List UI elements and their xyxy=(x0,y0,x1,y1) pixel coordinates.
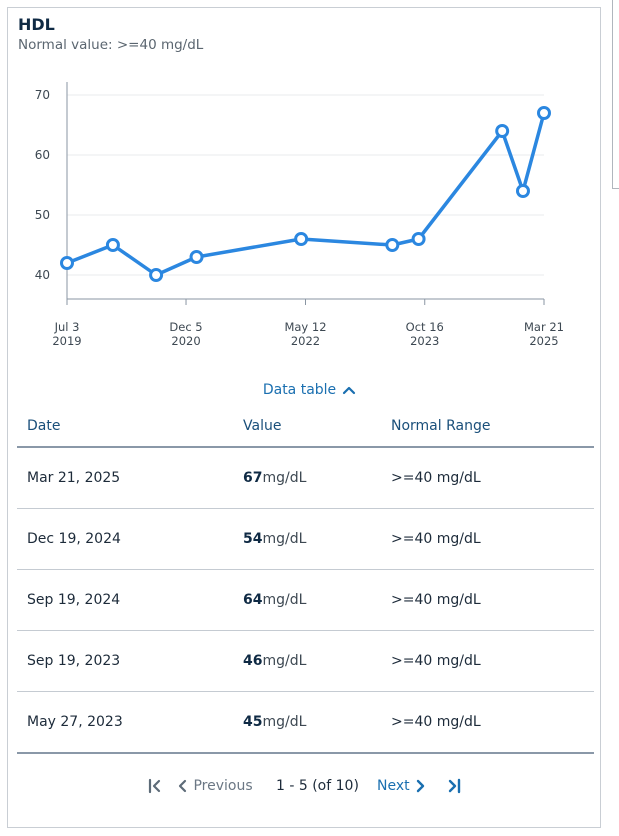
table-row: Mar 21, 2025 67mg/dL >=40 mg/dL xyxy=(17,448,594,509)
row-date: Dec 19, 2024 xyxy=(27,531,121,547)
pagination: Previous 1 - 5 (of 10) Next xyxy=(0,776,619,800)
x-tick-label: Jul 3 xyxy=(54,320,80,334)
data-point xyxy=(495,124,510,138)
previous-page-button[interactable]: Previous xyxy=(177,778,253,794)
row-value: 46mg/dL xyxy=(243,653,306,669)
row-value-unit: mg/dL xyxy=(262,714,307,730)
data-point xyxy=(189,250,204,264)
row-value-number: 67 xyxy=(243,470,263,486)
row-value-number: 64 xyxy=(243,592,263,608)
column-header-value: Value xyxy=(243,418,282,434)
data-point xyxy=(537,106,551,120)
x-tick-year-label: 2025 xyxy=(529,334,558,348)
last-page-button[interactable] xyxy=(446,778,462,794)
row-value-number: 46 xyxy=(243,653,263,669)
row-date: May 27, 2023 xyxy=(27,714,123,730)
row-value-number: 45 xyxy=(243,714,263,730)
row-normal-range: >=40 mg/dL xyxy=(391,470,481,486)
row-value-unit: mg/dL xyxy=(262,531,307,547)
table-body: Mar 21, 2025 67mg/dL >=40 mg/dL Dec 19, 202… xyxy=(17,448,594,754)
row-value-number: 54 xyxy=(243,531,263,547)
data-point xyxy=(60,256,74,270)
table-header: Date Value Normal Range xyxy=(17,410,594,448)
data-point xyxy=(149,268,164,282)
chevron-up-icon xyxy=(343,386,356,395)
data-point xyxy=(105,238,120,252)
first-page-icon xyxy=(148,778,161,794)
first-page-button[interactable] xyxy=(147,778,163,794)
x-tick-label: May 12 xyxy=(284,320,326,334)
last-page-icon xyxy=(448,778,461,794)
x-tick-label: Dec 5 xyxy=(169,320,202,334)
row-date: Sep 19, 2024 xyxy=(27,592,121,608)
page-info: 1 - 5 (of 10) xyxy=(276,778,359,794)
data-table: Date Value Normal Range Mar 21, 2025 67mg… xyxy=(17,410,594,754)
table-row: Sep 19, 2023 46mg/dL >=40 mg/dL xyxy=(17,631,594,692)
chevron-left-icon xyxy=(178,779,187,793)
y-tick-label: 40 xyxy=(35,268,50,282)
table-row: Dec 19, 2024 54mg/dL >=40 mg/dL xyxy=(17,509,594,570)
data-table-toggle[interactable]: Data table xyxy=(0,382,619,398)
y-tick-label: 70 xyxy=(35,88,50,102)
row-value: 45mg/dL xyxy=(243,714,306,730)
series-line xyxy=(66,112,546,277)
x-tick-year-label: 2023 xyxy=(410,334,439,348)
row-normal-range: >=40 mg/dL xyxy=(391,531,481,547)
row-date: Sep 19, 2023 xyxy=(27,653,121,669)
row-normal-range: >=40 mg/dL xyxy=(391,714,481,730)
adjacent-panel-edge xyxy=(612,0,619,189)
y-tick-label: 50 xyxy=(35,208,50,222)
next-page-button[interactable]: Next xyxy=(377,778,426,794)
table-row: Sep 19, 2024 64mg/dL >=40 mg/dL xyxy=(17,570,594,631)
normal-value-subtitle: Normal value: >=40 mg/dL xyxy=(18,37,204,53)
row-value: 64mg/dL xyxy=(243,592,306,608)
x-tick-label: Mar 21 xyxy=(524,320,564,334)
row-normal-range: >=40 mg/dL xyxy=(391,653,481,669)
previous-label: Previous xyxy=(193,778,253,794)
x-tick-year-label: 2022 xyxy=(291,334,320,348)
data-point xyxy=(515,184,530,198)
x-tick-year-label: 2020 xyxy=(171,334,200,348)
row-date: Mar 21, 2025 xyxy=(27,470,121,486)
row-value: 54mg/dL xyxy=(243,531,306,547)
data-table-toggle-label: Data table xyxy=(262,382,337,398)
column-header-normal-range: Normal Range xyxy=(391,418,491,434)
data-point xyxy=(385,238,400,252)
row-value: 67mg/dL xyxy=(243,470,306,486)
row-value-unit: mg/dL xyxy=(262,592,307,608)
chevron-right-icon xyxy=(416,779,425,793)
row-value-unit: mg/dL xyxy=(262,653,307,669)
row-value-unit: mg/dL xyxy=(262,470,307,486)
table-row: May 27, 2023 45mg/dL >=40 mg/dL xyxy=(17,692,594,754)
y-tick-label: 60 xyxy=(35,148,50,162)
row-normal-range: >=40 mg/dL xyxy=(391,592,481,608)
data-point xyxy=(411,232,426,246)
column-header-date: Date xyxy=(27,418,61,434)
data-point xyxy=(294,232,309,246)
x-tick-label: Oct 16 xyxy=(406,320,444,334)
next-label: Next xyxy=(377,778,410,794)
x-tick-year-label: 2019 xyxy=(52,334,81,348)
chart-title: HDL xyxy=(18,15,55,34)
